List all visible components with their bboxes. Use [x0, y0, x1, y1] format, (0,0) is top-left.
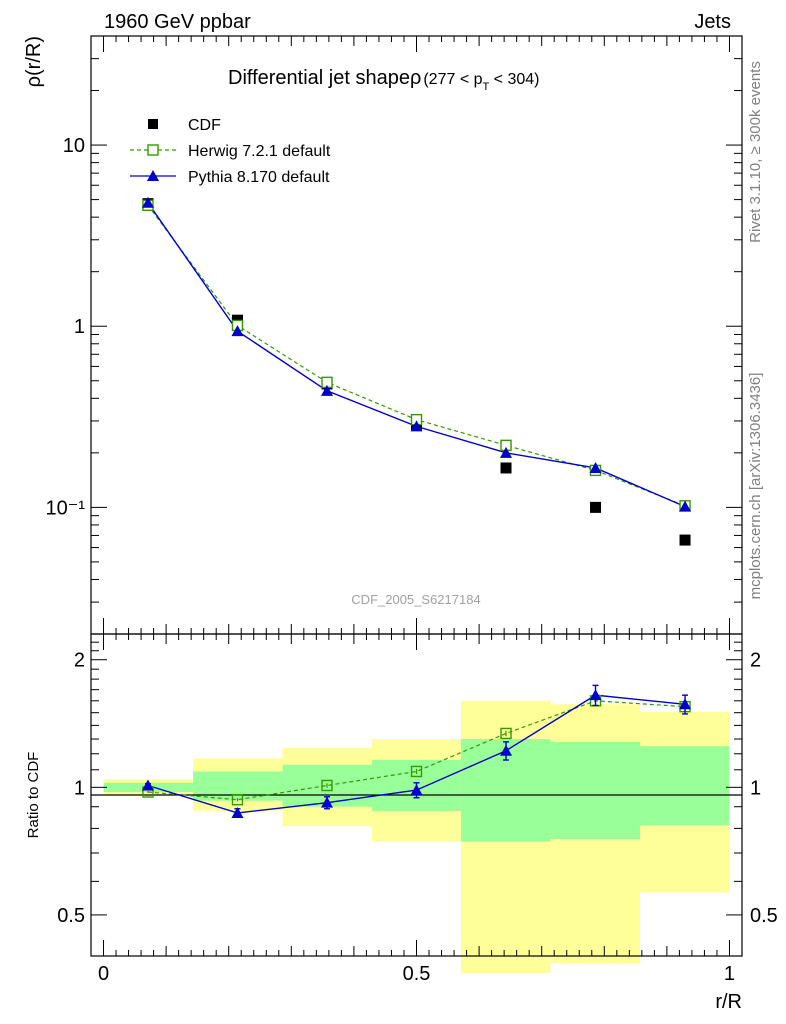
ratio-y-tick-label-right: 0.5: [750, 905, 778, 927]
pythia-point: [589, 461, 602, 473]
ratio-band-inner: [639, 746, 730, 825]
ratio-y-tick-label-right: 2: [750, 650, 761, 672]
mcplots-label: mcplots.cern.ch [arXiv:1306.3436]: [747, 373, 764, 600]
pythia-point: [500, 446, 513, 458]
ratio-pythia-point: [410, 784, 423, 796]
header-energy-label: 1960 GeV ppbar: [104, 11, 251, 33]
ratio-bands-layer: [103, 700, 730, 973]
main-title-cut-end: < 304): [489, 71, 539, 88]
ratio-y-tick-label-right: 1: [750, 777, 761, 799]
ratio-herwig-point: [321, 779, 333, 792]
main-title-text: Differential jet shapeρ: [228, 67, 421, 89]
main-y-tick-label: 10⁻¹: [46, 497, 86, 519]
ratio-y-tick-label: 2: [74, 650, 85, 672]
ratio-herwig-point: [231, 793, 244, 806]
main-axis-ticks: 10⁻¹ 1 10: [46, 35, 742, 635]
ratio-herwig-point: [500, 727, 512, 740]
main-y-tick-label: 10: [63, 135, 85, 157]
ratio-y-tick-label: 0.5: [57, 905, 85, 927]
ratio-band-inner: [193, 771, 283, 801]
ratio-pythia-point: [141, 779, 154, 791]
herwig-line: [147, 204, 686, 507]
ratio-panel: 0.5 0.5 1 1 2 2 0 0.5 1 Ratio to CDF r/R: [25, 633, 778, 1013]
pythia-point: [410, 420, 423, 432]
legend-marker-herwig: [147, 144, 159, 156]
main-panel: 10⁻¹ 1 10 ρ(r/R) Differential jet shapeρ (2…: [23, 35, 743, 635]
legend-marker-pythia: [147, 170, 159, 181]
legend-label-pythia: Pythia 8.170 default: [188, 169, 330, 186]
ratio-x-tick-label: 1: [724, 963, 735, 985]
ratio-pythia-point: [320, 796, 333, 808]
x-axis-label: r/R: [715, 991, 742, 1013]
main-title: Differential jet shapeρ (277 < pT < 304): [228, 67, 540, 93]
ratio-y-axis-label: Ratio to CDF: [25, 752, 42, 839]
ratio-x-tick-label: 0: [98, 963, 109, 985]
ratio-band-inner: [550, 741, 640, 840]
ratio-pythia-point: [500, 744, 513, 756]
ratio-pythia-point: [231, 806, 244, 818]
legend: CDF Herwig 7.2.1 default Pythia 8.170 de…: [130, 117, 331, 186]
legend-marker-cdf: [148, 119, 158, 129]
header-process-label: Jets: [694, 11, 731, 33]
ratio-y-tick-label: 1: [74, 777, 85, 799]
pythia-point: [141, 196, 154, 208]
cdf-point: [679, 534, 691, 546]
pythia-point: [679, 500, 692, 512]
ratio-herwig-point: [410, 765, 423, 778]
main-title-cut: (277 < p: [423, 71, 482, 88]
main-title-cut-sub: T: [483, 81, 490, 93]
rivet-version-label: Rivet 3.1.10, ≥ 300k events: [747, 61, 764, 243]
pythia-point: [231, 325, 244, 337]
ratio-pythia-point: [589, 689, 602, 701]
pythia-line: [147, 202, 686, 508]
pythia-point: [320, 384, 333, 396]
ratio-series-layer: [141, 684, 692, 818]
cdf-point: [590, 501, 602, 513]
legend-label-herwig: Herwig 7.2.1 default: [188, 143, 331, 160]
main-series-layer: [141, 196, 692, 546]
main-y-axis-label: ρ(r/R): [23, 36, 45, 87]
legend-label-cdf: CDF: [188, 117, 221, 134]
ratio-pythia-point: [679, 698, 692, 710]
ratio-axis-ticks: 0.5 0.5 1 1 2 2 0 0.5 1: [57, 633, 778, 985]
main-y-tick-label: 1: [74, 316, 85, 338]
analysis-watermark: CDF_2005_S6217184: [351, 592, 480, 607]
cdf-point: [500, 462, 512, 474]
ratio-x-tick-label: 0.5: [403, 963, 431, 985]
